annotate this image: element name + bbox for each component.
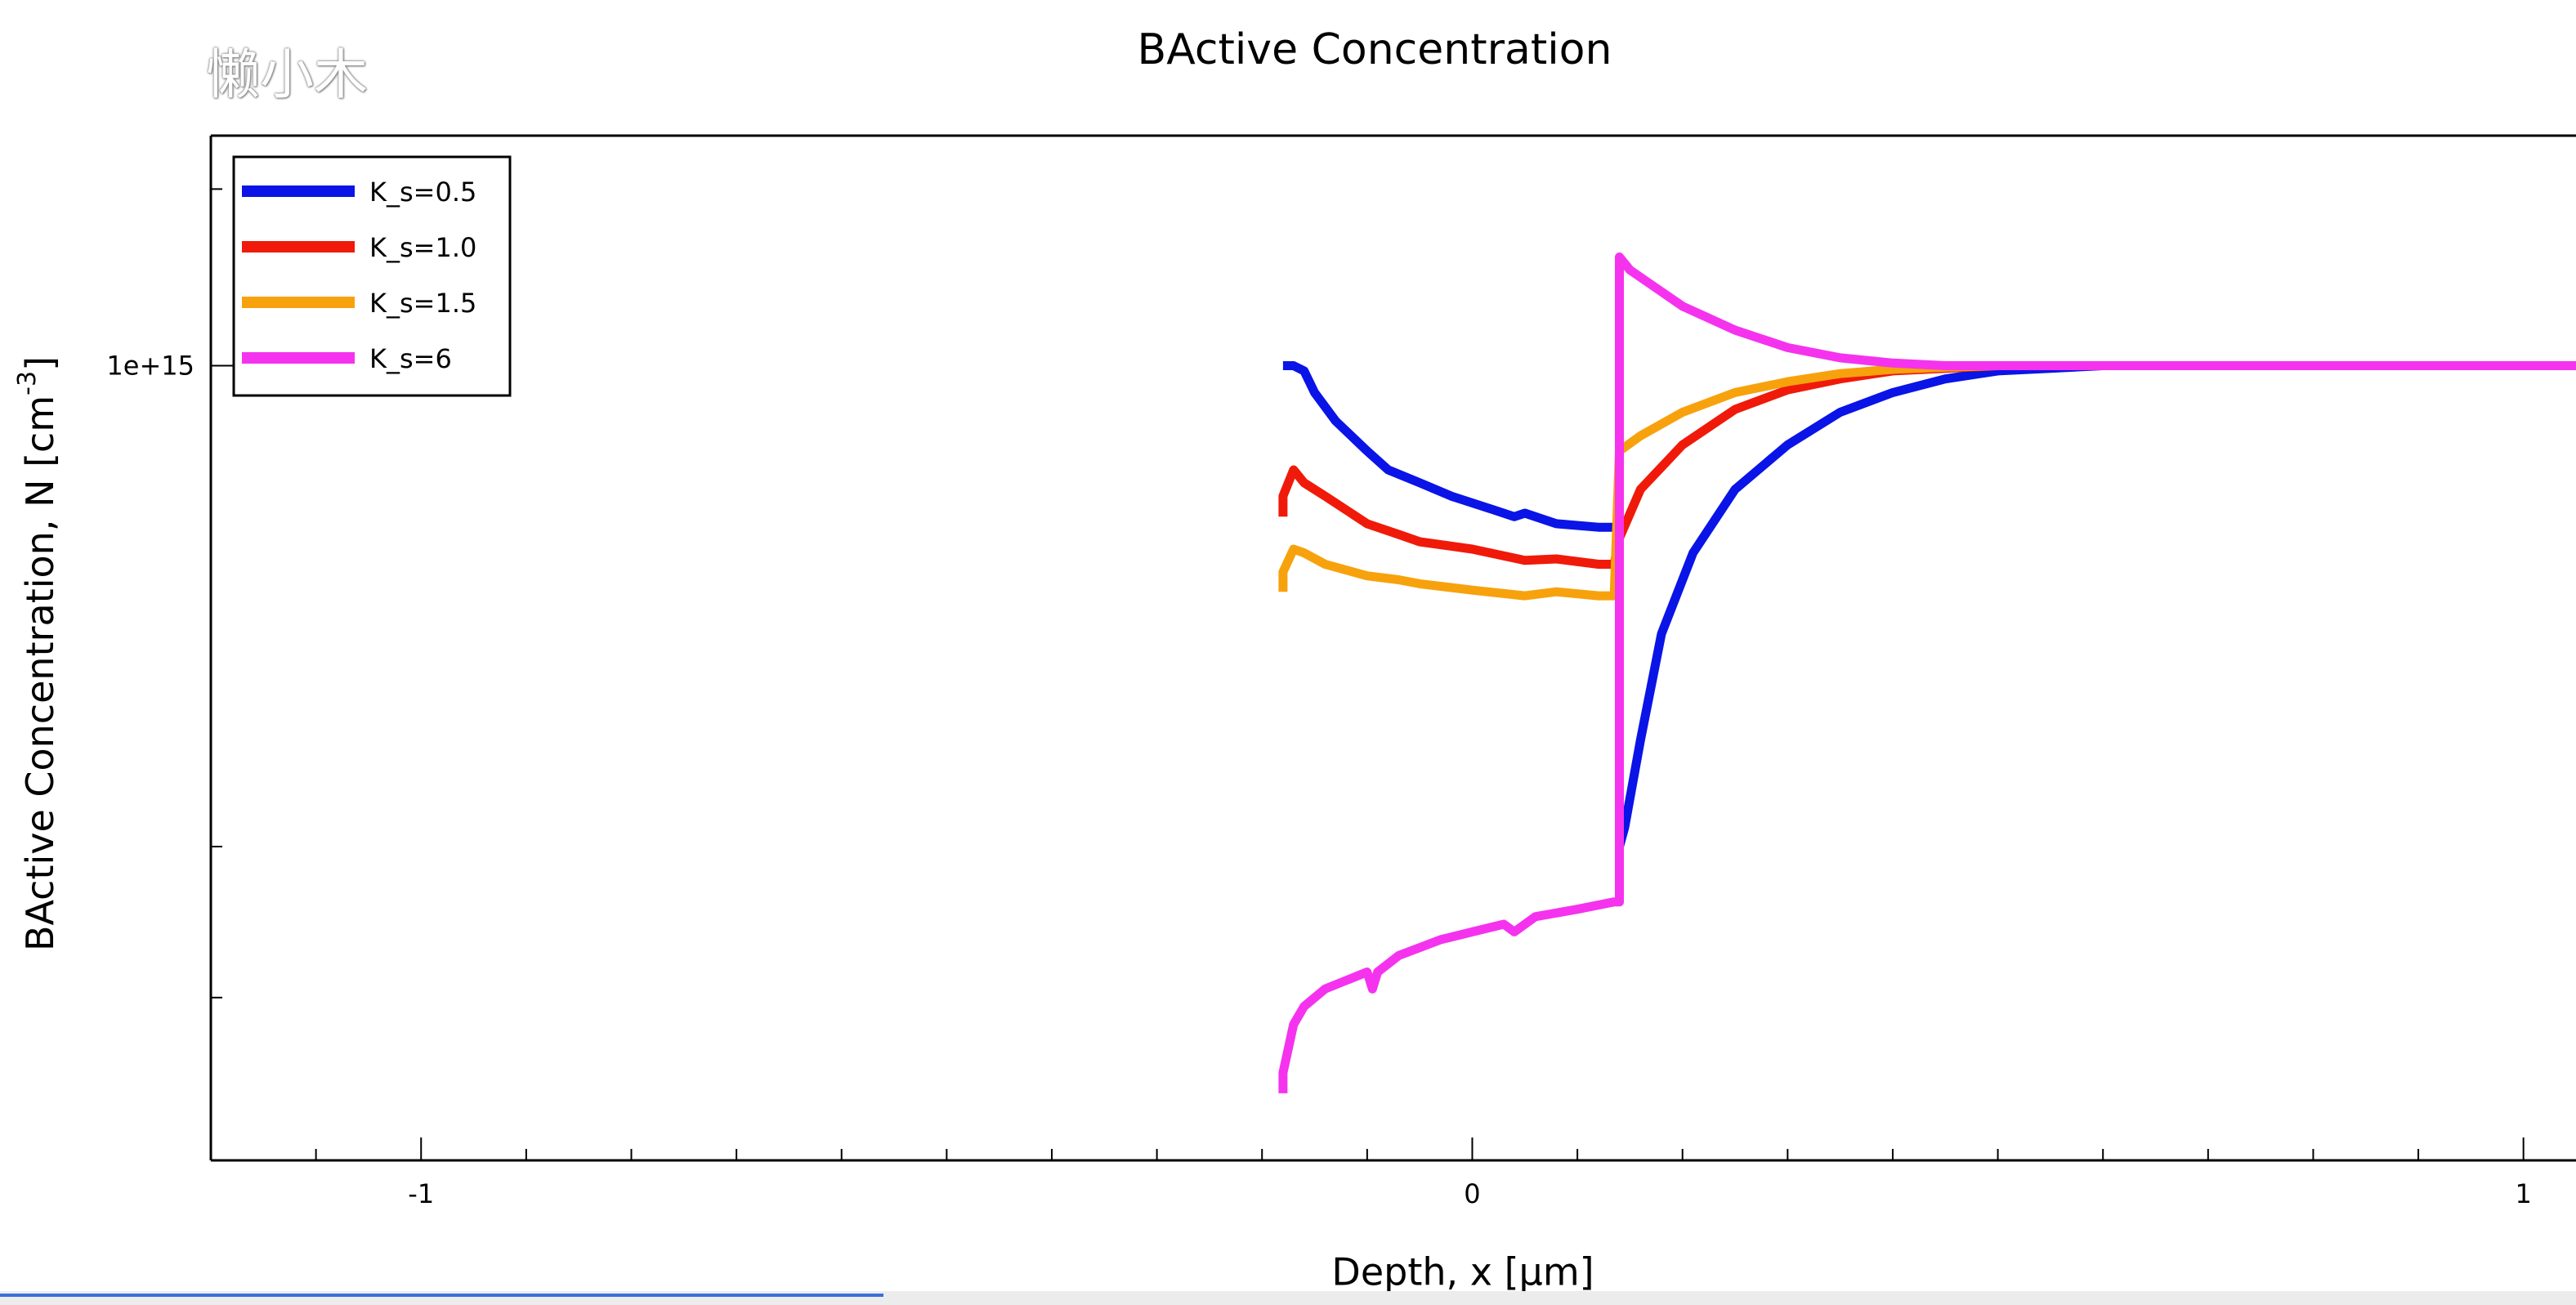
series-line-k-s-6 [1278,253,2576,1093]
x-axis-label: Depth, x [μm] [1331,1250,1594,1294]
y-axis-label-main: BActive Concentration, N [cm [18,396,62,951]
x-tick-label: 1 [2516,1178,2532,1209]
x-tick-label: 0 [1464,1178,1480,1209]
y-axis-label: BActive Concentration, N [cm-3] [13,356,62,951]
x-tick-label: -1 [408,1178,434,1209]
chart-title: BActive Concentration [1138,25,1612,74]
progress-bar [0,1294,884,1297]
legend-label: K_s=1.0 [369,232,476,263]
watermark: 懒小木 [206,43,368,106]
y-axis-label-sup: -3 [13,371,42,396]
legend-label: K_s=6 [369,343,452,374]
legend-label: K_s=1.5 [369,288,476,319]
y-tick-label: 1e+15 [106,350,195,381]
y-axis-label-tail: ] [18,356,62,371]
legend-label: K_s=0.5 [369,177,476,208]
legend: K_s=0.5 K_s=1.0 K_s=1.5 K_s=6 [232,155,512,397]
